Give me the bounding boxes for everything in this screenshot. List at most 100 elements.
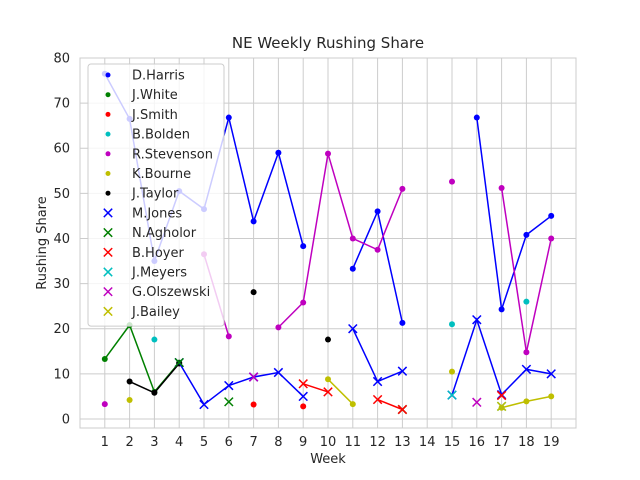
y-tick-label: 50 bbox=[53, 187, 70, 202]
y-tick-label: 10 bbox=[53, 367, 70, 382]
data-point-m-jones bbox=[472, 314, 482, 325]
data-point-k-bourne bbox=[498, 404, 505, 411]
x-tick-label: 7 bbox=[249, 435, 257, 450]
x-tick-label: 13 bbox=[394, 435, 411, 450]
data-point-k-bourne bbox=[349, 401, 356, 408]
legend-item: R.Stevenson bbox=[105, 147, 213, 162]
series-b-hoyer bbox=[298, 379, 507, 415]
y-axis-title: Rushing Share bbox=[35, 196, 50, 289]
x-tick-label: 14 bbox=[419, 435, 436, 450]
y-tick-label: 40 bbox=[53, 232, 70, 247]
data-point-m-jones bbox=[397, 366, 408, 376]
data-point-d-harris bbox=[225, 114, 232, 121]
x-tick-label: 2 bbox=[125, 435, 133, 450]
data-point-b-hoyer bbox=[397, 404, 408, 415]
data-point-b-bolden bbox=[151, 336, 158, 343]
y-tick-label: 70 bbox=[53, 97, 70, 112]
data-point-g-olszewski bbox=[248, 372, 259, 382]
data-point-n-agholor bbox=[174, 357, 184, 368]
data-point-r-stevenson bbox=[374, 246, 381, 253]
data-point-r-stevenson bbox=[225, 333, 232, 340]
series-line-r-stevenson bbox=[277, 153, 404, 328]
data-point-j-taylor bbox=[151, 389, 158, 396]
legend-label: K.Bourne bbox=[132, 167, 191, 182]
data-point-n-agholor bbox=[224, 397, 234, 407]
data-point-r-stevenson bbox=[399, 185, 406, 192]
x-tick-label: 1 bbox=[101, 435, 109, 450]
legend-item: M.Jones bbox=[103, 206, 182, 221]
legend-marker bbox=[103, 286, 113, 297]
data-point-b-hoyer bbox=[372, 394, 383, 405]
legend-marker bbox=[105, 72, 111, 78]
data-point-g-olszewski bbox=[472, 397, 482, 408]
data-point-k-bourne bbox=[523, 398, 530, 405]
data-point-d-harris bbox=[473, 114, 480, 121]
data-point-b-hoyer bbox=[298, 379, 308, 389]
legend-label: J.White bbox=[131, 88, 178, 103]
legend-marker bbox=[103, 306, 113, 317]
data-point-r-stevenson bbox=[275, 324, 282, 331]
legend-marker bbox=[105, 92, 111, 98]
data-point-b-bolden bbox=[523, 298, 530, 305]
legend-label: B.Hoyer bbox=[132, 246, 184, 261]
y-tick-label: 80 bbox=[53, 52, 70, 67]
x-tick-label: 19 bbox=[543, 435, 560, 450]
legend-label: D.Harris bbox=[132, 69, 185, 84]
series-g-olszewski bbox=[248, 372, 482, 408]
data-point-j-white bbox=[101, 355, 108, 362]
legend-label: J.Smith bbox=[131, 108, 178, 123]
data-point-k-bourne bbox=[548, 393, 555, 400]
legend-label: M.Jones bbox=[132, 206, 182, 221]
legend-marker bbox=[103, 267, 113, 277]
data-point-r-stevenson bbox=[548, 235, 555, 242]
data-point-d-harris bbox=[250, 218, 257, 225]
legend-box bbox=[87, 63, 225, 327]
x-tick-label: 11 bbox=[345, 435, 362, 450]
legend-marker bbox=[105, 151, 111, 157]
x-tick-label: 5 bbox=[200, 435, 208, 450]
data-point-r-stevenson bbox=[325, 150, 331, 157]
series-k-bourne bbox=[126, 368, 555, 411]
x-tick-label: 18 bbox=[518, 435, 535, 450]
series-line-b-hoyer bbox=[302, 383, 329, 393]
x-tick-label: 12 bbox=[369, 435, 386, 450]
legend-item: J.Bailey bbox=[103, 305, 180, 320]
legend-label: J.Bailey bbox=[131, 305, 180, 320]
legend-marker bbox=[103, 247, 113, 258]
legend-label: G.Olszewski bbox=[132, 285, 210, 300]
x-tick-label: 15 bbox=[444, 435, 461, 450]
y-tick-label: 20 bbox=[53, 322, 70, 337]
data-point-m-jones bbox=[273, 367, 284, 378]
series-b-bolden bbox=[151, 298, 530, 343]
legend-marker bbox=[105, 111, 111, 117]
legend-label: J.Taylor bbox=[131, 187, 179, 202]
legend-marker bbox=[105, 131, 111, 137]
data-point-b-hoyer bbox=[496, 390, 507, 401]
data-point-m-jones bbox=[224, 380, 234, 391]
data-point-m-jones bbox=[298, 391, 308, 402]
data-point-k-bourne bbox=[325, 376, 331, 383]
x-tick-label: 6 bbox=[225, 435, 233, 450]
y-tick-label: 30 bbox=[53, 277, 70, 292]
y-tick-label: 0 bbox=[62, 412, 70, 427]
data-point-r-stevenson bbox=[498, 184, 505, 191]
data-point-d-harris bbox=[548, 212, 555, 219]
data-point-j-smith bbox=[250, 401, 257, 408]
legend-label: B.Bolden bbox=[132, 128, 190, 143]
legend-item: B.Bolden bbox=[105, 128, 190, 143]
data-point-r-stevenson bbox=[300, 299, 307, 306]
legend-item: N.Agholor bbox=[103, 226, 197, 241]
x-tick-label: 10 bbox=[320, 435, 337, 450]
legend-label: R.Stevenson bbox=[132, 147, 213, 162]
legend-item: J.White bbox=[105, 88, 178, 103]
data-point-d-harris bbox=[498, 306, 505, 313]
legend: D.Harris J.White J.Smith B.Bolden R.Stevenso… bbox=[87, 63, 225, 327]
data-point-m-jones bbox=[521, 364, 532, 375]
data-point-d-harris bbox=[300, 243, 307, 250]
data-point-m-jones bbox=[199, 399, 209, 410]
legend-label: N.Agholor bbox=[132, 226, 197, 241]
x-axis-title: Week bbox=[310, 452, 346, 467]
legend-marker bbox=[105, 171, 111, 176]
data-point-j-bailey bbox=[496, 401, 507, 412]
